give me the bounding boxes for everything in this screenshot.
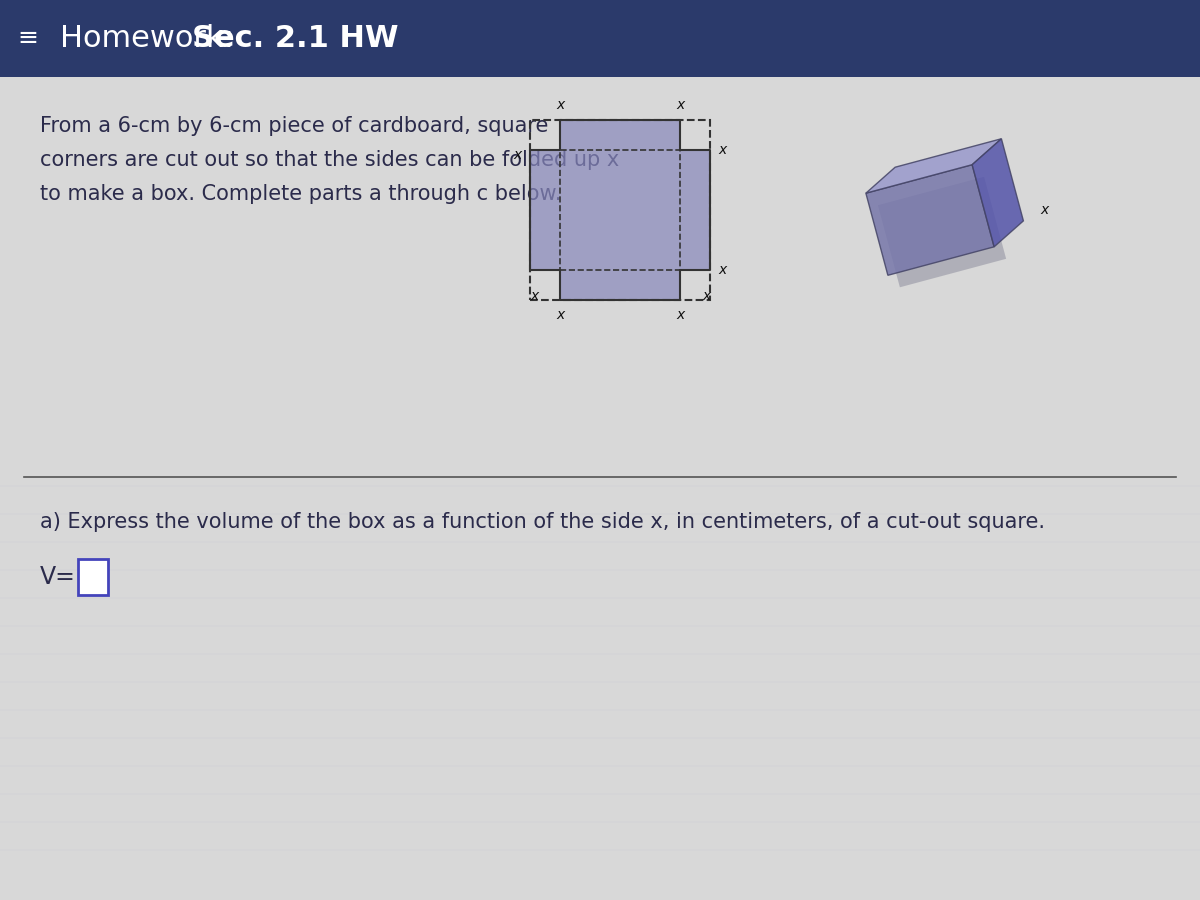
Text: Sec. 2.1 HW: Sec. 2.1 HW	[192, 23, 398, 53]
Text: ≡: ≡	[18, 26, 38, 50]
Text: x: x	[676, 98, 684, 112]
Text: V=: V=	[40, 565, 76, 589]
Text: x: x	[556, 308, 564, 322]
Text: From a 6-cm by 6-cm piece of cardboard, square: From a 6-cm by 6-cm piece of cardboard, …	[40, 116, 548, 137]
Bar	[560, 150, 680, 270]
Bar	[560, 270, 680, 300]
Polygon shape	[878, 176, 1006, 287]
Text: x: x	[718, 143, 726, 157]
Polygon shape	[866, 165, 994, 275]
Bar	[680, 150, 710, 270]
Text: x: x	[1040, 203, 1049, 217]
Text: corners are cut out so that the sides can be folded up x: corners are cut out so that the sides ca…	[40, 150, 619, 170]
Bar	[530, 120, 710, 300]
Bar	[560, 150, 680, 270]
Text: to make a box. Complete parts a through c below.: to make a box. Complete parts a through …	[40, 184, 562, 204]
Text: x: x	[676, 308, 684, 322]
Text: x: x	[702, 289, 710, 303]
Bar	[560, 120, 680, 150]
Bar	[530, 150, 560, 270]
Polygon shape	[866, 139, 1002, 194]
Text: x: x	[514, 148, 522, 162]
Text: x: x	[556, 98, 564, 112]
Bar	[0, 0, 1200, 76]
Text: a) Express the volume of the box as a function of the side x, in centimeters, of: a) Express the volume of the box as a fu…	[40, 512, 1045, 532]
Text: x: x	[718, 263, 726, 277]
Polygon shape	[972, 139, 1024, 247]
FancyBboxPatch shape	[78, 559, 108, 595]
Text: x: x	[530, 289, 538, 303]
Text: Homework:: Homework:	[60, 23, 244, 53]
